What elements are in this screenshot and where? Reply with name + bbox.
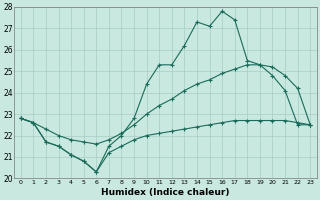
X-axis label: Humidex (Indice chaleur): Humidex (Indice chaleur) <box>101 188 230 197</box>
